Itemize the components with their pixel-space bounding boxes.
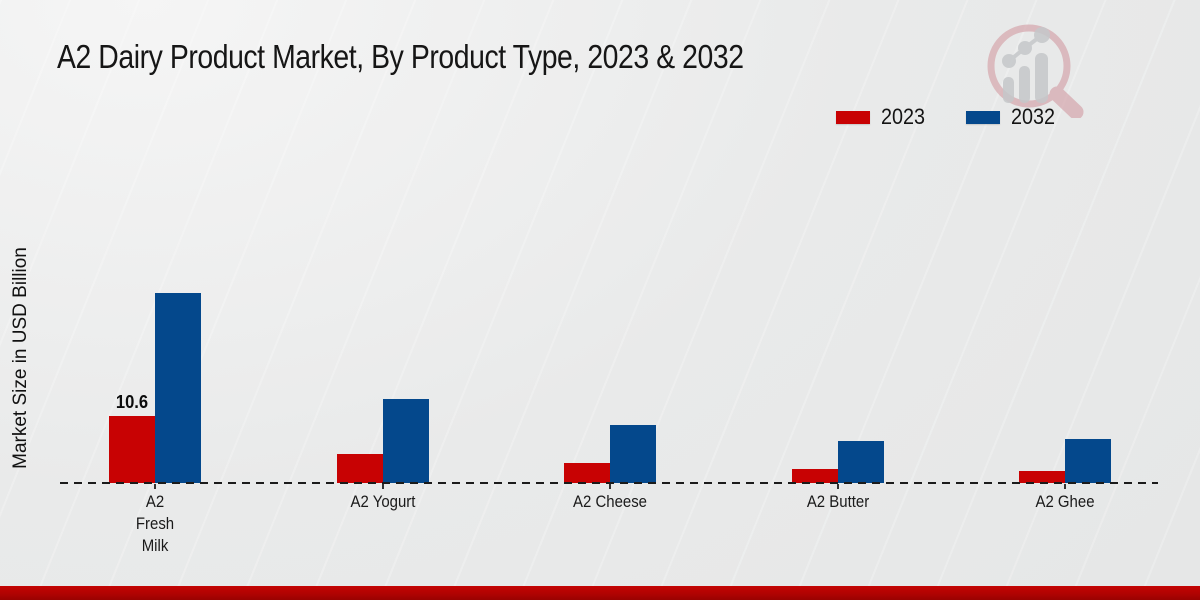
chart-title: A2 Dairy Product Market, By Product Type…	[57, 38, 744, 75]
axis-tick	[154, 484, 156, 489]
x-axis-baseline	[60, 482, 1158, 484]
bar-2023	[1019, 470, 1065, 483]
bar-group	[1019, 438, 1111, 483]
category-label: A2 Fresh Milk	[135, 492, 175, 555]
legend-item-2032: 2032	[965, 104, 1060, 130]
magnifier-growth-logo-icon	[987, 24, 1084, 118]
axis-tick	[837, 484, 839, 489]
bar-value-label: 10.6	[115, 391, 149, 412]
legend-label-2023: 2023	[881, 104, 926, 129]
bar-group	[109, 292, 201, 483]
bar-2032	[610, 424, 656, 483]
bar-2023	[564, 462, 610, 483]
bar-2032	[383, 398, 429, 483]
bar-2023	[109, 415, 155, 483]
legend-label-2032: 2032	[1010, 104, 1056, 129]
bar-2023	[337, 453, 383, 483]
legend-swatch-2032	[965, 110, 1000, 124]
footer-bar	[0, 586, 1200, 600]
category-label: A2 Cheese	[572, 492, 648, 511]
bar-group	[337, 398, 429, 483]
axis-tick	[382, 484, 384, 489]
axis-tick	[1064, 484, 1066, 489]
category-label: A2 Ghee	[1035, 492, 1095, 511]
bar-group	[792, 440, 884, 483]
bar-2032	[838, 440, 884, 483]
bar-group	[564, 424, 656, 483]
bar-2023	[792, 469, 838, 483]
legend: 2023 2032	[836, 104, 1060, 130]
category-label: A2 Butter	[806, 492, 870, 511]
axis-tick	[609, 484, 611, 489]
bar-2032	[1065, 438, 1111, 483]
legend-item-2023: 2023	[836, 104, 930, 130]
category-label: A2 Yogurt	[350, 492, 416, 511]
legend-swatch-2023	[836, 110, 870, 124]
bar-2032	[155, 292, 201, 483]
